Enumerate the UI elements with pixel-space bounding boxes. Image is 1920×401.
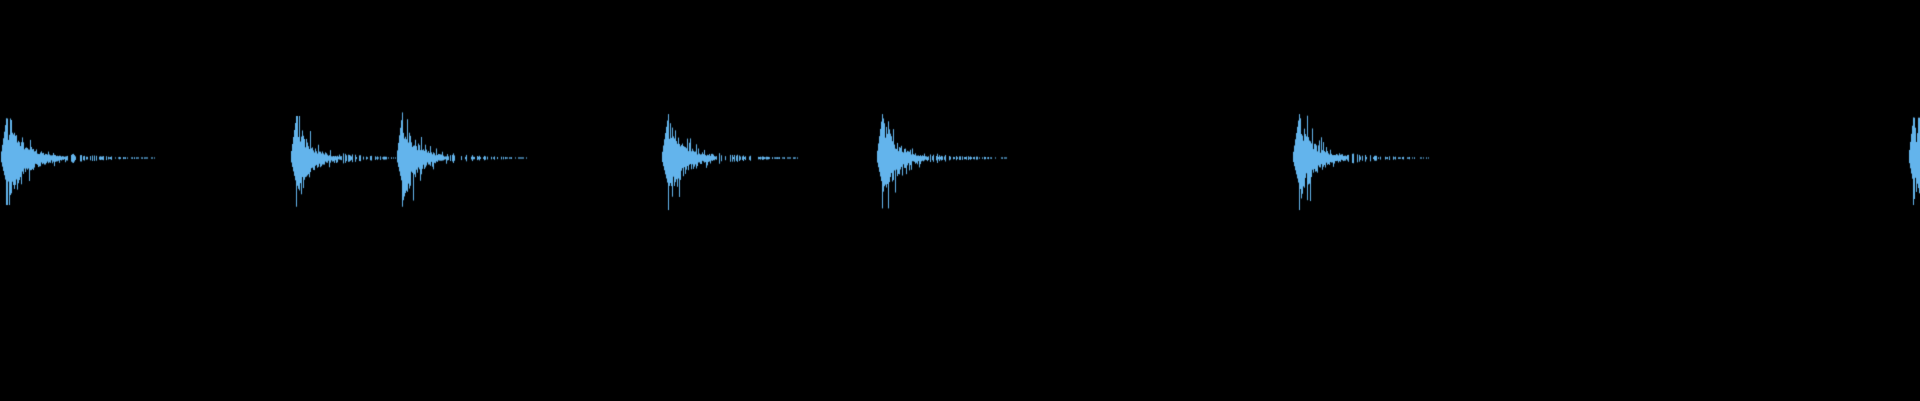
waveform-canvas[interactable] — [0, 0, 1920, 400]
waveform-viewer[interactable]: Audio Waveform — [0, 0, 1920, 400]
